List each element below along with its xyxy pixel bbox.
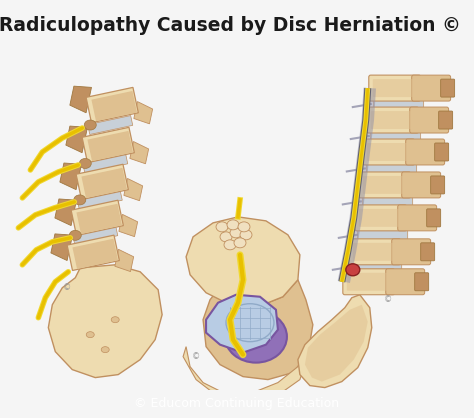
FancyBboxPatch shape — [363, 139, 415, 165]
FancyBboxPatch shape — [441, 79, 455, 97]
Polygon shape — [115, 249, 134, 272]
FancyBboxPatch shape — [353, 243, 397, 261]
FancyBboxPatch shape — [359, 172, 410, 198]
FancyBboxPatch shape — [359, 209, 403, 227]
FancyBboxPatch shape — [406, 139, 445, 165]
Text: ©: © — [63, 283, 72, 292]
FancyBboxPatch shape — [415, 273, 428, 291]
FancyBboxPatch shape — [427, 209, 441, 227]
Ellipse shape — [240, 230, 252, 240]
FancyBboxPatch shape — [431, 176, 445, 194]
Polygon shape — [124, 178, 143, 201]
Ellipse shape — [84, 120, 96, 130]
Polygon shape — [70, 86, 91, 113]
FancyBboxPatch shape — [367, 143, 410, 161]
Ellipse shape — [86, 331, 94, 338]
FancyBboxPatch shape — [386, 269, 425, 295]
FancyBboxPatch shape — [402, 172, 441, 198]
Polygon shape — [87, 131, 133, 161]
Polygon shape — [55, 199, 76, 226]
FancyBboxPatch shape — [347, 273, 391, 291]
Ellipse shape — [79, 158, 91, 168]
Ellipse shape — [226, 304, 274, 342]
Polygon shape — [76, 164, 128, 200]
FancyBboxPatch shape — [352, 261, 402, 273]
Polygon shape — [66, 126, 88, 153]
Ellipse shape — [216, 222, 228, 232]
Ellipse shape — [111, 317, 119, 323]
FancyBboxPatch shape — [410, 107, 448, 133]
FancyBboxPatch shape — [363, 195, 413, 207]
Polygon shape — [298, 295, 372, 387]
Polygon shape — [48, 265, 162, 377]
Ellipse shape — [234, 238, 246, 248]
FancyBboxPatch shape — [438, 111, 453, 129]
FancyBboxPatch shape — [371, 130, 421, 142]
Polygon shape — [82, 154, 128, 173]
Ellipse shape — [220, 232, 232, 242]
FancyBboxPatch shape — [358, 229, 408, 241]
Ellipse shape — [224, 240, 236, 250]
FancyBboxPatch shape — [392, 239, 431, 265]
FancyBboxPatch shape — [363, 176, 407, 194]
Polygon shape — [183, 347, 308, 403]
FancyBboxPatch shape — [398, 205, 437, 231]
Ellipse shape — [346, 264, 360, 276]
Polygon shape — [88, 116, 133, 135]
FancyBboxPatch shape — [349, 239, 401, 265]
Text: ©: © — [383, 295, 392, 304]
Text: © Educom Continuing Education: © Educom Continuing Education — [135, 397, 339, 410]
Polygon shape — [134, 102, 153, 124]
Polygon shape — [91, 91, 137, 121]
Polygon shape — [86, 87, 138, 123]
Ellipse shape — [238, 222, 250, 232]
FancyBboxPatch shape — [435, 143, 448, 161]
FancyBboxPatch shape — [355, 205, 407, 231]
Ellipse shape — [69, 230, 81, 240]
Polygon shape — [73, 226, 118, 245]
Ellipse shape — [101, 347, 109, 353]
Text: S1 Radiculopathy Caused by Disc Herniation ©: S1 Radiculopathy Caused by Disc Herniati… — [0, 15, 461, 35]
Ellipse shape — [227, 220, 239, 230]
Text: ©: © — [192, 352, 200, 361]
Polygon shape — [73, 239, 118, 269]
FancyBboxPatch shape — [374, 98, 424, 110]
FancyBboxPatch shape — [367, 107, 419, 133]
Polygon shape — [130, 142, 149, 164]
Polygon shape — [119, 214, 137, 237]
Polygon shape — [186, 217, 300, 307]
Polygon shape — [82, 168, 127, 198]
FancyBboxPatch shape — [421, 243, 435, 261]
Ellipse shape — [225, 311, 287, 363]
FancyBboxPatch shape — [367, 163, 417, 174]
Polygon shape — [82, 127, 134, 163]
FancyBboxPatch shape — [373, 79, 417, 97]
Polygon shape — [71, 200, 123, 236]
Polygon shape — [77, 191, 122, 209]
Polygon shape — [206, 295, 278, 353]
FancyBboxPatch shape — [371, 111, 415, 129]
Ellipse shape — [74, 195, 86, 205]
Polygon shape — [76, 204, 122, 234]
Polygon shape — [60, 163, 82, 190]
Ellipse shape — [230, 228, 242, 238]
FancyBboxPatch shape — [369, 75, 421, 101]
Polygon shape — [203, 280, 313, 380]
FancyBboxPatch shape — [343, 269, 395, 295]
Polygon shape — [305, 305, 368, 382]
FancyBboxPatch shape — [412, 75, 451, 101]
Polygon shape — [67, 235, 119, 270]
Polygon shape — [51, 234, 73, 260]
